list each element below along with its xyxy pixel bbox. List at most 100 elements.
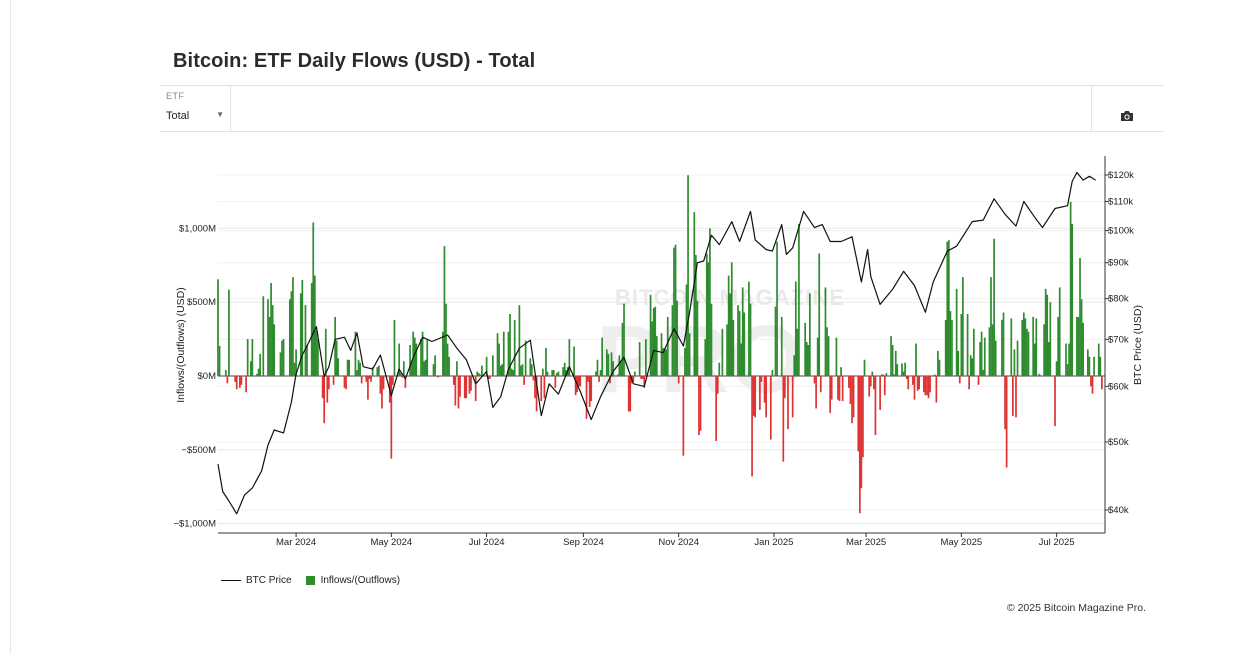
flow-bar	[228, 289, 230, 376]
flow-bar	[977, 376, 980, 385]
flow-bar	[599, 370, 602, 376]
flow-bar	[793, 355, 796, 376]
flow-bar	[345, 376, 347, 390]
flow-bar	[282, 339, 285, 376]
flow-bar	[332, 376, 335, 385]
camera-icon[interactable]	[1120, 109, 1134, 127]
flow-bar	[912, 376, 914, 385]
flow-bar	[360, 376, 363, 384]
flow-bar	[960, 314, 963, 376]
flow-bar	[737, 305, 739, 376]
flow-bar	[446, 343, 449, 376]
flow-bar	[620, 361, 622, 376]
flow-bar	[249, 361, 252, 376]
flow-bar	[883, 376, 886, 396]
flow-bar	[1026, 328, 1028, 376]
flow-bar	[1082, 322, 1084, 376]
flow-bar	[299, 293, 302, 376]
flow-bar	[445, 303, 447, 376]
flow-bar	[862, 376, 864, 458]
flow-bar	[835, 337, 838, 376]
y-left-tick-label: $1,000M	[179, 223, 216, 234]
flow-bar	[498, 343, 500, 376]
flow-bar	[402, 361, 405, 376]
flow-bar	[376, 367, 379, 376]
flow-bar	[1090, 376, 1092, 387]
flow-bar	[699, 376, 702, 431]
flow-bar	[1035, 318, 1038, 376]
flow-bar	[501, 364, 504, 376]
flow-bar	[245, 376, 247, 393]
flow-bar	[634, 371, 636, 376]
flow-bar	[612, 361, 614, 376]
flow-bar	[535, 376, 538, 412]
flow-bar	[968, 376, 970, 390]
flow-bar	[324, 328, 327, 376]
flow-bar	[421, 331, 424, 376]
flow-bar	[726, 324, 728, 376]
flow-bar	[290, 291, 293, 376]
flow-bar	[381, 376, 383, 409]
flow-bar	[837, 376, 839, 400]
flow-bar	[557, 371, 560, 376]
flow-bar	[545, 347, 547, 376]
etf-select[interactable]: Total ▼	[166, 110, 224, 122]
x-tick-label: Mar 2024	[276, 537, 316, 548]
flow-bar	[259, 353, 262, 376]
flow-bar	[579, 376, 582, 387]
flow-bar	[716, 376, 719, 394]
flow-bar	[651, 321, 653, 376]
flow-bar	[894, 350, 897, 376]
flow-bar	[1057, 316, 1059, 376]
flow-bar	[426, 339, 429, 376]
flow-bar	[556, 373, 558, 376]
flow-bar	[563, 362, 566, 376]
y-right-tick-label: $90k	[1108, 258, 1129, 269]
legend-price-swatch[interactable]	[221, 579, 241, 582]
flow-bar	[476, 371, 479, 376]
flow-bar	[798, 223, 800, 376]
flow-bar	[882, 374, 885, 376]
flow-bar	[354, 331, 357, 376]
flow-bar	[532, 376, 535, 381]
flow-bar	[607, 353, 610, 376]
flow-bar	[671, 305, 674, 376]
flow-bar	[654, 306, 657, 376]
page-frame-border	[10, 0, 11, 654]
flow-bar	[546, 371, 549, 376]
flow-bar	[610, 352, 613, 376]
flow-bar	[660, 333, 663, 376]
legend-flows-swatch[interactable]	[305, 576, 315, 585]
x-tick-label: Nov 2024	[658, 537, 699, 548]
chart-toolbar: ETF Total ▼	[160, 85, 1164, 132]
y-right-tick-label: $60k	[1108, 381, 1129, 392]
flow-bar	[454, 376, 457, 406]
flow-bar	[540, 376, 543, 402]
flow-bar	[262, 296, 265, 376]
flow-bar	[568, 339, 571, 376]
y-right-tick-label: $70k	[1108, 334, 1129, 345]
flow-bar	[313, 275, 316, 376]
flow-bar	[727, 275, 730, 376]
legend-flows-label[interactable]: Inflows/(Outflows)	[320, 575, 401, 586]
flow-bar	[295, 349, 297, 376]
flow-bar	[629, 376, 632, 412]
flow-bar	[595, 371, 597, 376]
flow-bar	[765, 376, 767, 418]
flow-bar	[598, 376, 600, 382]
flow-bar	[955, 288, 958, 376]
flow-bar	[1049, 302, 1052, 376]
flow-bar	[1099, 356, 1102, 376]
flow-bar	[423, 361, 425, 376]
flow-bar	[1005, 376, 1008, 468]
flow-bar	[966, 314, 969, 376]
flow-bar	[306, 345, 308, 376]
chart-title: Bitcoin: ETF Daily Flows (USD) - Total	[173, 50, 536, 72]
flow-bar	[257, 368, 260, 376]
flow-bar	[813, 376, 816, 384]
flow-bar	[246, 339, 249, 376]
flow-bar	[492, 355, 494, 376]
legend-price-label[interactable]: BTC Price	[246, 575, 292, 586]
flow-bar	[415, 343, 418, 376]
flow-bar	[983, 337, 986, 376]
